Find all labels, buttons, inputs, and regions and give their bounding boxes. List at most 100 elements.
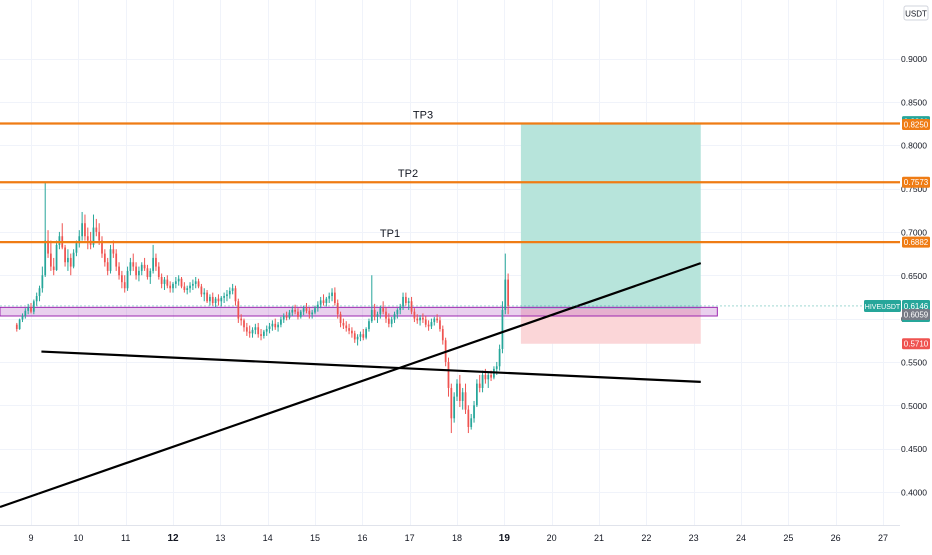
candle-49 [155,253,157,271]
falling-trendline [41,350,701,383]
candle-body-9 [41,275,44,289]
candle-body-68 [209,296,211,302]
candle-35 [115,249,118,271]
candle-105 [314,305,316,315]
x-tick-25: 25 [783,533,793,543]
candle-118 [351,327,353,338]
candle-55 [172,282,174,293]
candle-body-121 [359,334,362,337]
candle-body-169 [495,366,498,369]
candle-112 [333,287,336,306]
candle-body-18 [67,257,69,263]
candle-body-41 [132,262,135,267]
candle-body-12 [49,253,52,267]
candle-67 [206,289,208,303]
candle-59 [183,282,186,293]
candle-33 [109,244,112,274]
candle-133 [393,311,396,323]
currency-label[interactable]: USDT [903,5,929,21]
candle-body-120 [356,336,359,340]
tag-tp3: 0.8250 [904,121,929,130]
tp-label-2: TP2 [398,168,418,180]
time-axis[interactable]: 9 10 11 12 13 14 15 16 17 18 19 20 21 22 23 24 25 26 27 [28,533,888,544]
candle-5 [30,302,32,314]
candle-body-8 [38,288,41,297]
candle-body-46 [146,268,149,277]
candle-body-138 [407,301,410,303]
candle-64 [197,278,200,289]
candle-body-116 [345,325,348,329]
candle-30 [101,236,103,258]
candle-32 [106,257,109,276]
candle-94 [282,313,285,323]
candle-body-35 [115,253,118,267]
trendlines [0,262,702,509]
current-symbol-bg [864,299,901,312]
candle-69 [211,292,214,306]
candle-body-15 [58,236,61,245]
candle-body-145 [427,324,430,327]
candle-80 [243,318,245,332]
candle-body-161 [473,405,475,419]
candle-74 [226,289,228,302]
support-zone [0,306,718,317]
candle-body-88 [265,329,268,332]
candle-81 [245,322,248,336]
candle-71 [217,294,220,306]
candle-115 [342,318,345,330]
candle-body-27 [92,227,95,245]
tag-tp2: 0.7573 [904,178,929,187]
candle-body-156 [458,383,461,401]
candle-body-6 [32,301,35,312]
candle-101 [302,305,305,316]
candle-150 [441,325,444,345]
candle-6 [32,299,35,315]
candle-90 [271,320,274,331]
candle-93 [280,316,282,328]
candle-body-3 [24,310,27,316]
candle-body-75 [228,290,231,295]
support-zone-rect [0,306,718,317]
candle-155 [456,379,458,401]
candle-113 [336,299,339,319]
candle-148 [436,314,439,323]
candle-42 [135,262,137,280]
y-tick-3: 0.7500 [901,184,927,194]
candle-body-65 [200,286,203,295]
candle-19 [69,253,72,276]
candle-body-97 [291,309,294,313]
y-tick-10: 0.4000 [901,488,927,498]
candle-body-111 [331,292,333,297]
candle-body-144 [424,319,427,325]
candle-body-150 [441,329,444,341]
candle-37 [120,270,123,289]
candle-34 [112,240,115,258]
candle-45 [143,257,146,271]
candle-24 [84,214,86,241]
candle-108 [322,294,325,306]
candle-body-22 [78,236,81,244]
candle-170 [498,344,501,371]
candle-136 [402,292,404,310]
candle-body-76 [231,288,234,291]
candle-body-23 [81,223,84,237]
candle-7 [35,292,38,306]
candle-body-13 [52,266,55,271]
candle-body-143 [422,317,424,320]
candle-body-92 [277,324,279,328]
candle-body-19 [69,257,72,267]
y-tick-1: 0.8500 [901,97,927,107]
candle-body-14 [55,244,58,271]
candle-body-163 [478,383,481,388]
candle-124 [368,318,370,332]
candle-158 [464,383,467,414]
x-tick-20: 20 [547,533,557,543]
candle-95 [285,311,288,321]
x-tick-26: 26 [831,533,841,543]
candle-137 [404,292,407,306]
candle-119 [353,330,356,343]
candle-body-70 [214,298,217,303]
candle-128 [379,305,382,319]
candle-70 [214,296,217,308]
